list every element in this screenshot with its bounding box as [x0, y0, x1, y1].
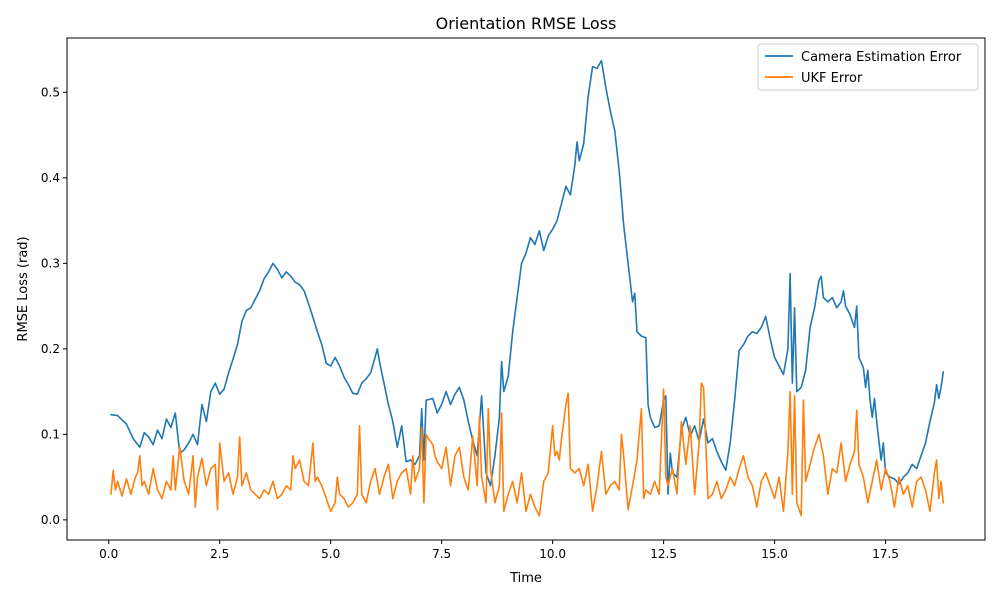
x-tick-label: 7.5 [432, 547, 451, 561]
x-tick-label: 5.0 [321, 547, 340, 561]
x-axis-label: Time [509, 571, 542, 586]
y-axis: 0.0 0.1 0.2 0.3 0.4 0.5 [41, 85, 67, 527]
legend-label-camera: Camera Estimation Error [801, 50, 962, 65]
plot-frame [66, 37, 986, 541]
y-tick-label: 0.1 [41, 427, 60, 441]
x-tick-label: 2.5 [210, 547, 229, 561]
series-line-ukf-error [110, 382, 945, 517]
legend-box [757, 43, 979, 91]
series-line-camera-estimation-error [110, 59, 945, 496]
x-tick-label: 17.5 [872, 547, 899, 561]
x-tick-label: 15.0 [761, 547, 788, 561]
legend: Camera Estimation Error UKF Error [757, 43, 979, 91]
plot-area [67, 38, 985, 540]
y-tick-label: 0.2 [41, 342, 60, 356]
y-tick-label: 0.5 [41, 85, 60, 99]
series-layer [110, 59, 945, 517]
y-tick-label: 0.3 [41, 256, 60, 270]
chart-title: Orientation RMSE Loss [436, 14, 617, 33]
y-tick-label: 0.0 [41, 513, 60, 527]
y-axis-label: RMSE Loss (rad) [16, 236, 31, 341]
y-tick-label: 0.4 [41, 171, 60, 185]
x-tick-label: 10.0 [539, 547, 566, 561]
legend-label-ukf: UKF Error [801, 71, 863, 86]
x-tick-label: 12.5 [650, 547, 677, 561]
x-axis: 0.0 2.5 5.0 7.5 10.0 12.5 15.0 17.5 [99, 540, 899, 561]
x-tick-label: 0.0 [99, 547, 118, 561]
